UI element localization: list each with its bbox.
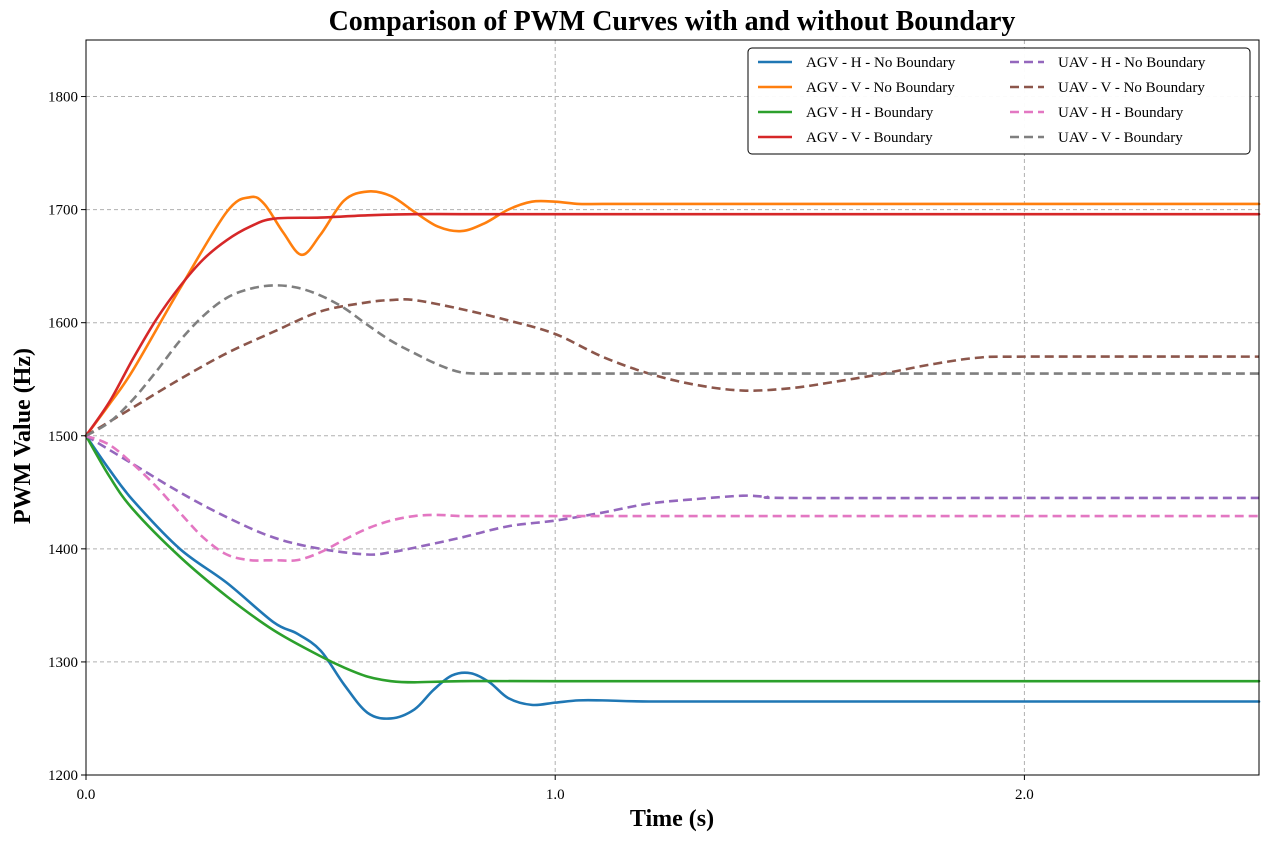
series-line-uav-v-no-boundary	[85, 298, 1260, 437]
legend-box	[747, 47, 1251, 155]
series-line-agv-v-no-boundary	[84, 190, 1261, 438]
legend-label: AGV - H - Boundary	[806, 105, 934, 121]
series-lines	[84, 190, 1261, 720]
series-line-uav-h-no-boundary	[85, 434, 1259, 556]
x-tick-label: 0.0	[77, 787, 96, 803]
series-line-agv-v-boundary	[84, 212, 1261, 438]
tick-labels: 1200 1300 1400 1500 1600 1700 1800 0.0 1.0 2.0	[48, 90, 1034, 803]
y-tick-label: 1300	[48, 655, 78, 671]
x-tick-label: 2.0	[1015, 787, 1034, 803]
y-tick-label: 1200	[48, 768, 78, 784]
legend-label: UAV - H - Boundary	[1058, 105, 1184, 121]
legend-label: AGV - H - No Boundary	[806, 55, 956, 71]
y-tick-label: 1700	[48, 203, 78, 219]
legend-label: UAV - V - No Boundary	[1058, 80, 1205, 96]
y-tick-label: 1400	[48, 542, 78, 558]
legend-label: AGV - V - No Boundary	[806, 80, 955, 96]
x-axis-label: Time (s)	[630, 806, 714, 832]
series-line-uav-h-boundary	[85, 434, 1259, 563]
plot-frame	[85, 39, 1260, 776]
y-tick-label: 1800	[48, 90, 78, 106]
x-tick-label: 1.0	[546, 787, 565, 803]
legend-label: AGV - V - Boundary	[806, 130, 933, 146]
legend: AGV - H - No Boundary AGV - V - No Bounda…	[747, 47, 1251, 155]
legend-label: UAV - V - Boundary	[1058, 130, 1183, 146]
series-line-agv-h-no-boundary	[84, 434, 1261, 720]
y-tick-label: 1500	[48, 429, 78, 445]
series-line-uav-v-boundary	[85, 284, 1259, 437]
y-axis-label: PWM Value (Hz)	[10, 348, 36, 524]
axes	[81, 39, 1260, 780]
legend-label: UAV - H - No Boundary	[1058, 55, 1206, 71]
chart-title: Comparison of PWM Curves with and withou…	[329, 6, 1016, 37]
y-tick-label: 1600	[48, 316, 78, 332]
series-line-agv-h-boundary	[84, 434, 1261, 684]
